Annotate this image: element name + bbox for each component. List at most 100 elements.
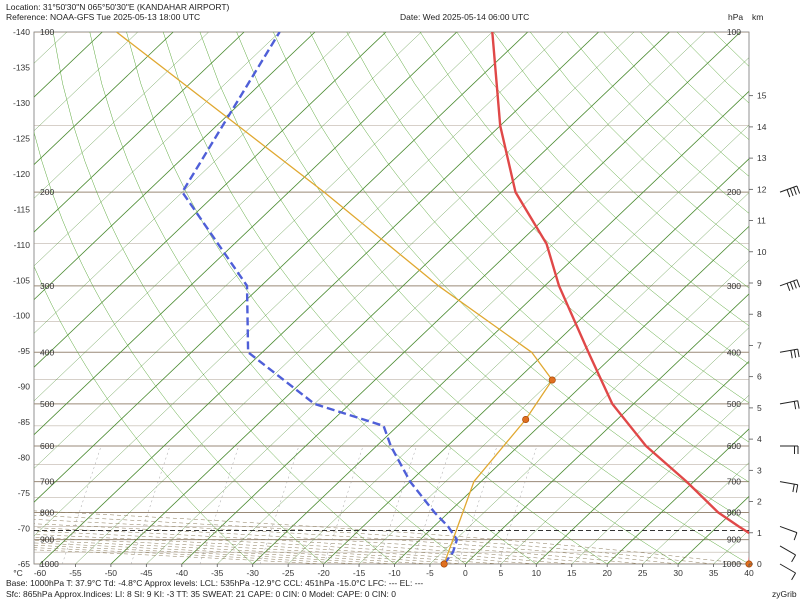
km-label: 2 [757, 497, 762, 507]
dry-adiabat-30 [199, 32, 679, 564]
dry-adiabat--20 [34, 131, 324, 564]
pressure-label-left: 1000 [40, 559, 59, 569]
km-label: 10 [757, 247, 767, 257]
pressure-unit-label: hPa [728, 12, 744, 22]
pressure-label-left: 400 [40, 347, 54, 357]
km-label: 13 [757, 153, 767, 163]
isotherm--15 [358, 192, 749, 564]
isotherm--120 [34, 32, 174, 166]
isotherm--125 [34, 32, 138, 132]
dry-adiabat-120 [530, 32, 749, 251]
isotherm--85 [34, 32, 422, 402]
km-label: 14 [757, 122, 767, 132]
mixing-ratio-2 [259, 445, 300, 564]
isotherm--90 [34, 32, 387, 368]
wind-barb-flag [795, 484, 799, 493]
wind-barb [779, 563, 797, 581]
x-axis-unit: °C [13, 568, 23, 578]
wind-barb [779, 348, 800, 359]
left-tick-label: -70 [18, 524, 31, 534]
dry-adiabat-10 [126, 32, 537, 564]
wind-barb-flag [790, 350, 793, 359]
x-tick-label: -20 [317, 568, 330, 578]
pressure-label-left: 500 [40, 399, 54, 409]
x-tick-label: 30 [673, 568, 683, 578]
wind-barb-flag [791, 554, 797, 563]
date-header: Date: Wed 2025-05-14 06:00 UTC [400, 12, 530, 22]
km-label: 11 [757, 216, 766, 226]
isotherm-15 [571, 394, 749, 564]
isotherm--30 [252, 90, 749, 564]
ccl-marker [548, 376, 556, 384]
dry-adiabat--10 [52, 32, 395, 564]
left-tick-label: -65 [18, 559, 31, 569]
left-tick-label: -115 [14, 204, 31, 214]
dry-adiabat-80 [383, 32, 749, 404]
height-unit-label: km [752, 12, 764, 22]
wind-barb-staff [779, 563, 796, 574]
pressure-label-left: 700 [40, 477, 54, 487]
isotherm--45 [146, 32, 706, 564]
x-tick-label: -5 [426, 568, 434, 578]
isotherm--105 [34, 32, 280, 267]
dry-adiabat-110 [493, 32, 749, 289]
dewpoint-line [181, 32, 459, 564]
isotherm--35 [217, 57, 749, 564]
wind-barb-flag [789, 188, 794, 197]
wind-barb [779, 400, 800, 410]
plot-area [33, 31, 750, 565]
left-tick-label: -80 [18, 453, 31, 463]
km-label: 6 [757, 372, 762, 382]
pressure-label-right: 600 [727, 441, 741, 451]
dry-adiabat-0 [89, 32, 466, 564]
lcl-marker [522, 415, 530, 423]
wind-barb-flag [789, 281, 794, 290]
x-tick-label: 15 [567, 568, 577, 578]
km-label: 8 [757, 309, 762, 319]
left-tick-label: -110 [14, 240, 31, 250]
isotherm--25 [288, 124, 749, 564]
x-tick-label: 0 [463, 568, 468, 578]
mixing-ratio-16 [458, 445, 498, 564]
isotherm--10 [394, 225, 749, 564]
temperature-line [491, 32, 749, 564]
left-tick-label: -100 [13, 311, 30, 321]
isotherm--80 [34, 32, 458, 436]
wind-barbs [779, 185, 800, 581]
left-tick-label: -130 [13, 98, 30, 108]
x-tick-label: -45 [140, 568, 153, 578]
isotherm--140 [0, 32, 31, 564]
pressure-label-left: 300 [40, 281, 54, 291]
wind-barb-flag [793, 187, 797, 195]
wind-barb-flag [786, 283, 791, 291]
wind-barb-flag [793, 349, 797, 358]
pressure-label-right: 100 [727, 27, 741, 37]
left-tick-label: -90 [18, 382, 31, 392]
mixing-ratio-1 [199, 445, 239, 564]
left-tick-label: -95 [18, 346, 31, 356]
dry-adiabat-70 [346, 32, 749, 443]
wind-barb-flag [792, 484, 795, 493]
pressure-label-right: 800 [727, 507, 741, 517]
isotherm--50 [110, 32, 670, 564]
dry-adiabat-50 [273, 32, 749, 523]
wind-barb [779, 279, 800, 291]
x-tick-label: -25 [282, 568, 295, 578]
wind-barb-staff [779, 525, 798, 534]
x-tick-label: -35 [211, 568, 224, 578]
mixing-ratio-7 [377, 445, 417, 564]
left-tick-label: -105 [13, 275, 30, 285]
sounding-markers [440, 376, 753, 568]
x-tick-label: 40 [744, 568, 754, 578]
surface-dewpoint-marker [440, 560, 448, 568]
dry-adiabat-20 [162, 32, 608, 564]
x-tick-label: 10 [532, 568, 542, 578]
isotherm--110 [34, 32, 245, 233]
wind-barb-staff [779, 545, 796, 556]
km-label: 5 [757, 403, 762, 413]
mixing-ratio-0.4 [130, 445, 171, 564]
isotherm-10 [536, 360, 749, 564]
left-tick-label: -140 [13, 27, 30, 37]
wind-barb-staff [779, 481, 798, 486]
